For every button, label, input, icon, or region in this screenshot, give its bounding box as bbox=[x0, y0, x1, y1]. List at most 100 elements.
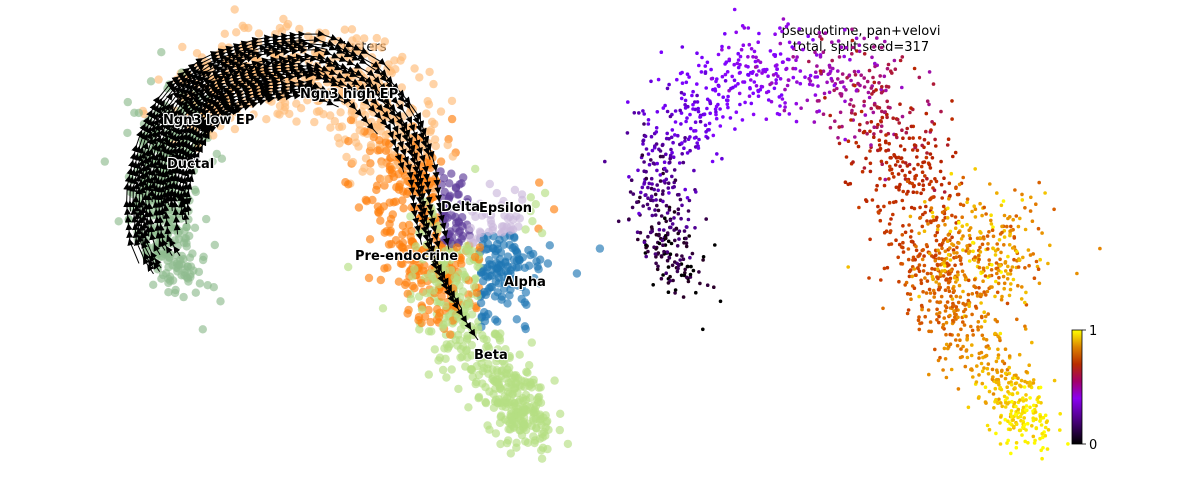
cell-point bbox=[879, 124, 884, 128]
cell-point bbox=[931, 288, 936, 293]
cell-point bbox=[957, 220, 961, 225]
cell-point bbox=[920, 224, 925, 229]
cell-point bbox=[832, 83, 837, 88]
cell-point bbox=[1000, 404, 1004, 409]
cell-point bbox=[987, 427, 992, 432]
cell-point bbox=[849, 118, 853, 122]
cell-point bbox=[888, 69, 893, 73]
cell-point bbox=[975, 291, 979, 295]
cell-point bbox=[1026, 248, 1031, 252]
cell-point bbox=[635, 230, 640, 234]
cell-point bbox=[647, 181, 651, 186]
cell-point bbox=[515, 426, 524, 435]
cell-point bbox=[875, 183, 879, 188]
cell-point bbox=[749, 47, 754, 51]
cell-point bbox=[846, 265, 850, 269]
cell-point bbox=[454, 228, 463, 237]
cell-point bbox=[513, 388, 522, 398]
cell-point bbox=[646, 118, 651, 122]
cell-point bbox=[526, 206, 535, 216]
cell-point bbox=[705, 60, 710, 65]
cell-point bbox=[655, 267, 660, 272]
cell-point bbox=[948, 313, 952, 318]
cell-point bbox=[931, 214, 935, 219]
cell-point bbox=[693, 145, 698, 149]
cell-point bbox=[1011, 376, 1015, 381]
cell-point bbox=[901, 136, 905, 140]
cell-point bbox=[909, 297, 913, 302]
cell-point bbox=[532, 423, 541, 433]
cell-point bbox=[862, 36, 866, 41]
cell-point bbox=[1013, 386, 1017, 390]
cell-point bbox=[946, 206, 950, 211]
cell-point bbox=[381, 130, 391, 140]
cell-point bbox=[670, 222, 675, 226]
cell-point bbox=[530, 436, 540, 445]
cell-point bbox=[139, 157, 149, 167]
cell-point bbox=[495, 235, 504, 244]
cell-point bbox=[644, 243, 648, 247]
cell-point bbox=[1023, 266, 1027, 270]
cell-point bbox=[905, 311, 910, 316]
cell-point bbox=[933, 267, 937, 272]
cell-point bbox=[807, 59, 811, 64]
cell-point bbox=[940, 196, 944, 200]
cell-point bbox=[887, 177, 891, 181]
cell-point bbox=[892, 175, 896, 179]
cell-point bbox=[1031, 252, 1035, 256]
cell-point bbox=[738, 70, 742, 75]
cell-point bbox=[873, 64, 877, 69]
cell-point bbox=[920, 307, 924, 312]
cell-point bbox=[642, 160, 646, 164]
cell-point bbox=[164, 288, 173, 297]
cell-point bbox=[630, 205, 635, 210]
cell-point bbox=[818, 55, 823, 59]
cell-point bbox=[661, 189, 665, 193]
cell-point bbox=[723, 32, 727, 36]
cell-point bbox=[319, 110, 328, 119]
cell-point bbox=[485, 179, 494, 189]
cell-point bbox=[805, 98, 810, 103]
cell-point bbox=[980, 315, 984, 320]
cell-point bbox=[531, 200, 540, 209]
cell-point bbox=[1021, 399, 1026, 403]
cell-point bbox=[968, 226, 973, 230]
cell-point bbox=[921, 248, 925, 252]
cell-point bbox=[529, 375, 538, 385]
cell-point bbox=[830, 58, 834, 63]
cell-point bbox=[992, 406, 996, 410]
cell-point bbox=[908, 110, 912, 115]
cell-point bbox=[921, 183, 926, 187]
cell-point bbox=[973, 304, 978, 309]
colorbar: 1 0 bbox=[1071, 324, 1097, 453]
cell-point bbox=[417, 279, 426, 288]
cell-point bbox=[917, 269, 922, 274]
cell-point bbox=[640, 185, 645, 190]
cell-point bbox=[872, 125, 876, 129]
cell-point bbox=[842, 85, 846, 89]
cell-point bbox=[680, 141, 684, 145]
cell-point bbox=[869, 120, 874, 124]
cell-point bbox=[1022, 416, 1026, 420]
cell-point bbox=[964, 314, 968, 319]
cell-point bbox=[335, 139, 344, 148]
cell-point bbox=[641, 204, 645, 208]
cell-point bbox=[209, 283, 218, 292]
cell-point bbox=[985, 366, 990, 371]
cell-point bbox=[873, 61, 877, 66]
cell-point bbox=[664, 136, 669, 141]
cell-point bbox=[912, 143, 917, 147]
cell-point bbox=[1006, 438, 1010, 443]
cell-point bbox=[815, 64, 819, 68]
right-panel-title-line2: total, split seed=317 bbox=[793, 40, 929, 55]
cell-point bbox=[1039, 448, 1043, 453]
cell-point bbox=[425, 296, 435, 306]
cell-point bbox=[880, 115, 885, 120]
cell-point bbox=[920, 178, 925, 183]
cell-point bbox=[1075, 271, 1079, 276]
cell-point bbox=[855, 49, 859, 53]
cell-point bbox=[1013, 188, 1017, 192]
cell-point bbox=[681, 295, 686, 299]
cell-point bbox=[1008, 233, 1012, 238]
cell-point bbox=[943, 309, 948, 313]
